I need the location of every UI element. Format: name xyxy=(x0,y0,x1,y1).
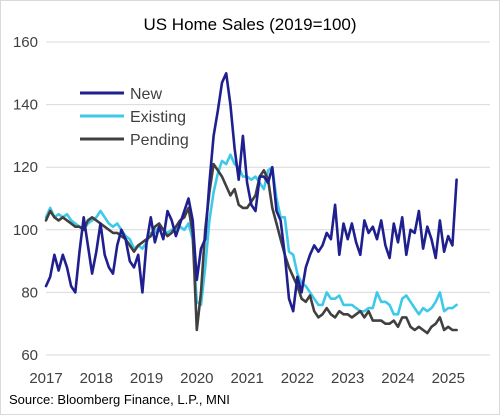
legend: New Existing Pending xyxy=(80,86,189,149)
x-tick-label: 2025 xyxy=(432,370,465,387)
y-axis-ticks: 60 80 100 120 140 160 xyxy=(13,34,38,364)
legend-label-new: New xyxy=(130,86,162,103)
x-tick-label: 2020 xyxy=(180,370,213,387)
legend-label-existing: Existing xyxy=(130,109,186,126)
chart-source: Source: Bloomberg Finance, L.P., MNI xyxy=(9,392,230,407)
x-axis-ticks: 2017 2018 2019 2020 2021 2022 2023 2024 2025 xyxy=(29,370,465,387)
chart-title: US Home Sales (2019=100) xyxy=(143,15,356,34)
y-tick-label: 140 xyxy=(13,97,38,114)
x-tick-label: 2019 xyxy=(130,370,163,387)
x-tick-label: 2024 xyxy=(381,370,414,387)
y-tick-label: 160 xyxy=(13,34,38,51)
y-tick-label: 80 xyxy=(21,284,38,301)
x-tick-label: 2022 xyxy=(281,370,314,387)
x-tick-label: 2018 xyxy=(80,370,113,387)
y-tick-label: 100 xyxy=(13,222,38,239)
x-tick-label: 2017 xyxy=(29,370,62,387)
y-tick-label: 60 xyxy=(21,347,38,364)
x-tick-label: 2023 xyxy=(331,370,364,387)
series-line-existing xyxy=(44,153,458,316)
x-tick-label: 2021 xyxy=(230,370,263,387)
series-lines xyxy=(44,72,458,335)
y-tick-label: 120 xyxy=(13,159,38,176)
legend-label-pending: Pending xyxy=(130,132,189,149)
series-line-new xyxy=(44,72,458,313)
